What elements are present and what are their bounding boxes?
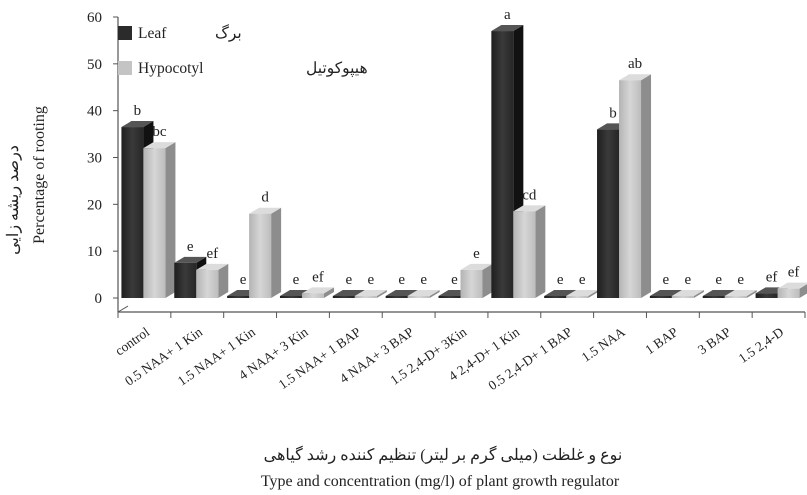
bar-significance-label: b <box>609 105 617 121</box>
bar-significance-label: e <box>473 246 480 262</box>
y-tick-label: 30 <box>87 151 102 167</box>
bar-hypocotyl <box>143 142 176 298</box>
bar-significance-label: ef <box>206 246 218 262</box>
legend-swatch-hypocotyl <box>118 61 132 75</box>
bar-significance-label: a <box>504 7 511 23</box>
bars <box>121 25 807 299</box>
bar-significance-label: e <box>579 272 586 288</box>
x-tick-label: 1.5 2,4-D <box>736 324 787 366</box>
bar-significance-label: e <box>398 272 405 288</box>
bar-hypocotyl <box>301 287 334 298</box>
bar-significance-label: ef <box>788 265 800 281</box>
bar-hypocotyl <box>460 263 493 298</box>
bar-significance-label: e <box>451 272 458 288</box>
bar-hypocotyl <box>407 290 440 298</box>
x-axis-depth-line <box>117 305 129 313</box>
bar-hypocotyl <box>249 207 282 298</box>
bar-significance-label: e <box>715 272 722 288</box>
y-tick-label: 20 <box>87 197 102 213</box>
bar-hypocotyl <box>566 290 599 298</box>
bar-significance-label: e <box>557 272 564 288</box>
bar-significance-label: e <box>685 272 692 288</box>
bar-significance-label: d <box>261 190 269 206</box>
legend-label-leaf-fa: برگ <box>215 23 242 42</box>
y-axis-title: Percentage of rooting <box>31 106 48 244</box>
bar-significance-label: e <box>663 272 670 288</box>
bar-hypocotyl <box>724 290 757 298</box>
bar-significance-label: ab <box>628 56 642 72</box>
x-axis-title-fa: نوع و غلظت (میلی گرم بر لیتر) تنظیم کنند… <box>264 445 623 464</box>
x-tick-label: control <box>112 324 152 358</box>
bar-hypocotyl <box>777 282 807 298</box>
legend-label-leaf: Leaf <box>138 25 167 42</box>
axes: 0 10 20 30 40 50 60 <box>87 10 806 318</box>
x-tick-label: 1.5 NAA <box>579 324 628 365</box>
bar-significance-label: e <box>345 272 352 288</box>
bar-leaf <box>491 25 524 299</box>
legend-label-hypocotyl: Hypocotyl <box>138 60 203 77</box>
bar-significance-label: ef <box>312 269 324 285</box>
x-tick-label: 1 BAP <box>642 324 680 357</box>
bar-significance-label: ef <box>766 269 778 285</box>
y-tick-label: 40 <box>87 104 102 120</box>
bar-significance-label: b <box>134 103 142 119</box>
bar-hypocotyl <box>671 290 704 298</box>
legend: Leaf برگ Hypocotyl هیپوکوتیل <box>118 23 368 77</box>
x-axis-title: Type and concentration (mg/l) of plant g… <box>261 473 620 490</box>
bar-significance-label: e <box>293 272 300 288</box>
y-axis-title-fa: درصد ریشه زایی <box>5 145 22 255</box>
bar-significance-label: e <box>737 272 744 288</box>
x-tick-label: 3 BAP <box>695 324 733 357</box>
bar-significance-label: cd <box>522 187 537 203</box>
y-tick-label: 60 <box>87 10 102 26</box>
bar-hypocotyl <box>513 205 546 298</box>
bar-hypocotyl <box>196 263 229 298</box>
bar-significance-label: e <box>420 272 427 288</box>
bar-significance-label: e <box>367 272 374 288</box>
bar-significance-label: e <box>187 239 194 255</box>
bar-hypocotyl <box>354 290 387 298</box>
bar-significance-label: bc <box>152 124 167 140</box>
y-tick-label: 0 <box>95 291 103 307</box>
y-tick-label: 10 <box>87 244 102 260</box>
legend-swatch-leaf <box>118 26 132 40</box>
bar-hypocotyl <box>619 74 652 298</box>
y-tick-label: 50 <box>87 57 102 73</box>
bar-significance-label: e <box>240 272 247 288</box>
legend-label-hypocotyl-fa: هیپوکوتیل <box>306 60 368 77</box>
